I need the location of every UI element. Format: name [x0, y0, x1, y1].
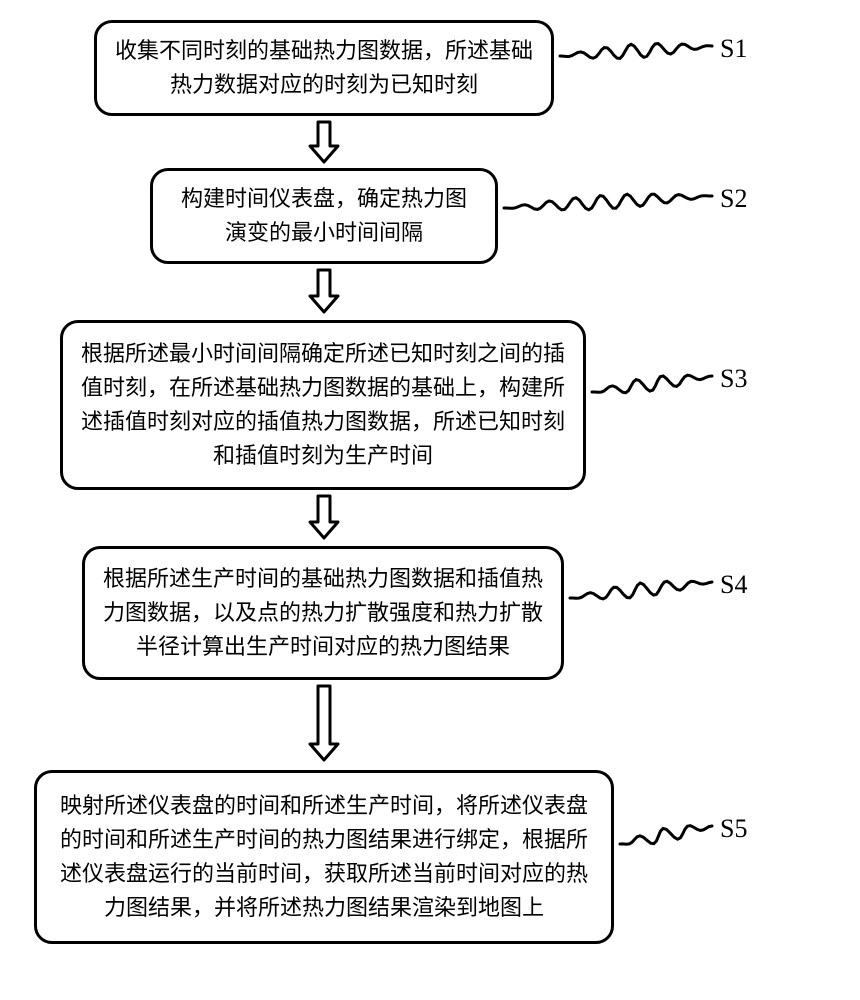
wiggle-s5 — [620, 826, 712, 845]
step-box-s2: 构建时间仪表盘，确定热力图演变的最小时间间隔 — [150, 168, 498, 264]
arrow-s3-s4 — [310, 496, 338, 538]
step-label-s2: S2 — [720, 184, 747, 214]
step-box-s4: 根据所述生产时间的基础热力图数据和插值热力图数据，以及点的热力扩散强度和热力扩散… — [82, 546, 564, 680]
step-label-s1: S1 — [720, 34, 747, 64]
arrow-s2-s3 — [310, 270, 338, 312]
step-text-s2: 构建时间仪表盘，确定热力图演变的最小时间间隔 — [171, 182, 477, 250]
step-box-s1: 收集不同时刻的基础热力图数据，所述基础热力数据对应的时刻为已知时刻 — [94, 20, 554, 116]
wiggle-s2 — [504, 194, 712, 210]
step-text-s3: 根据所述最小时间间隔确定所述已知时刻之间的插值时刻，在所述基础热力图数据的基础上… — [81, 337, 565, 473]
wiggle-s4 — [570, 581, 712, 599]
wiggle-s1 — [560, 44, 712, 59]
step-label-s5: S5 — [720, 814, 747, 844]
arrow-s1-s2 — [310, 122, 338, 162]
step-label-s3: S3 — [720, 364, 747, 394]
step-text-s4: 根据所述生产时间的基础热力图数据和插值热力图数据，以及点的热力扩散强度和热力扩散… — [103, 562, 543, 664]
step-text-s5: 映射所述仪表盘的时间和所述生产时间，将所述仪表盘的时间和所述生产时间的热力图结果… — [55, 789, 593, 925]
step-text-s1: 收集不同时刻的基础热力图数据，所述基础热力数据对应的时刻为已知时刻 — [115, 34, 533, 102]
step-box-s5: 映射所述仪表盘的时间和所述生产时间，将所述仪表盘的时间和所述生产时间的热力图结果… — [34, 770, 614, 944]
wiggle-s3 — [592, 375, 712, 393]
arrow-s4-s5 — [310, 686, 338, 760]
step-box-s3: 根据所述最小时间间隔确定所述已知时刻之间的插值时刻，在所述基础热力图数据的基础上… — [60, 320, 586, 490]
step-label-s4: S4 — [720, 570, 747, 600]
flowchart-canvas: 收集不同时刻的基础热力图数据，所述基础热力数据对应的时刻为已知时刻 S1 构建时… — [0, 0, 860, 1000]
